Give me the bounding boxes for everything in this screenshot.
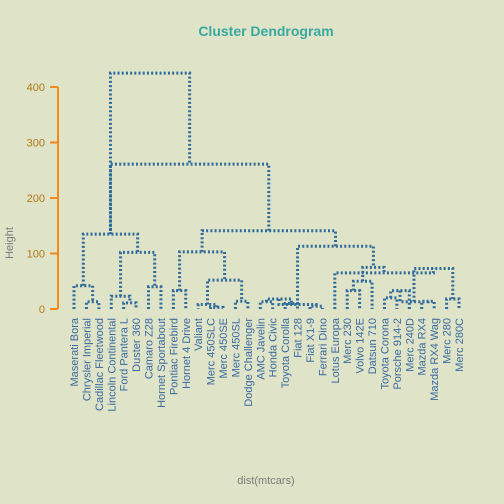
x-axis-label: dist(mtcars) [237,475,294,487]
leaf-label: AMC Javelin [255,318,267,380]
leaf-label: Mazda RX4 Wag [429,318,441,401]
leaf-label: Ford Pantera L [119,318,131,391]
leaf-label: Mazda RX4 [417,318,429,375]
y-tick-label: 300 [27,138,45,150]
dendrogram-branch [277,299,318,307]
dendrogram-branch [308,304,324,309]
y-axis-label: Height [4,227,16,259]
leaf-label: Merc 450SL [230,318,242,377]
dendrogram-branch [81,232,140,286]
leaf-label: Volvo 142E [355,318,367,374]
dendrogram-branch [296,244,375,305]
leaf-label: Ferrari Dino [317,318,329,376]
y-tick-label: 100 [27,249,45,261]
dendrogram-branch [382,296,399,309]
leaf-label: Honda Civic [268,318,280,378]
dendrogram-branch [233,299,250,309]
leaf-label: Maserati Bora [69,317,81,386]
leaf-label: Fiat X1-9 [305,318,317,363]
leaf-label: Dodge Challenger [243,318,255,407]
dendrogram-branch [209,305,225,309]
dendrogram-branch [147,285,163,309]
leaf-label: Merc 450SLC [206,318,218,385]
leaf-label: Lincoln Continental [106,318,118,412]
leaf-label: Hornet 4 Drive [181,318,193,389]
dendrogram-branch [119,250,157,297]
leaf-label: Lotus Europa [330,317,342,383]
chart-title: Cluster Dendrogram [198,23,333,39]
dendrogram-branch [389,289,411,309]
leaf-label: Cadillac Fleetwood [94,318,106,411]
dendrogram-branch [351,279,374,309]
y-tick-label: 400 [27,82,45,94]
leaf-label: Fiat 128 [293,318,305,358]
dendrogram-branch [196,303,219,309]
leaf-labels: Maserati Bora Chrysler Imperial Cadillac F… [69,317,466,411]
leaf-label: Merc 450SE [218,318,230,379]
leaf-label: Merc 240D [404,318,416,372]
dendrogram-branch [345,289,362,309]
dendrogram-branch [361,265,386,282]
dendrogram-branch [122,301,138,309]
dendrogram-branch [398,290,430,304]
y-tick-label: 200 [27,193,45,205]
y-axis: 0 100 200 300 400 [27,82,59,316]
leaf-label: Datsun 710 [367,318,379,374]
dendrogram-branch [84,300,101,309]
leaf-label: Porsche 914-2 [392,318,404,390]
leaf-label: Pontiac Firebird [168,318,180,395]
dendrogram-branch [333,268,435,309]
dendrogram-branch [72,284,95,309]
leaf-label: Duster 360 [131,318,143,372]
y-tick-label: 0 [39,304,45,316]
leaf-label: Valiant [193,318,205,351]
leaf-label: Hornet Sportabout [156,318,168,408]
dendrogram-branch [200,229,337,252]
leaf-label: Merc 280C [454,318,466,372]
dendrogram-branch [178,250,227,291]
leaf-label: Merc 230 [342,318,354,364]
leaf-label: Chrysler Imperial [81,318,93,401]
dendrogram-branch [265,297,293,304]
leaf-label: Toyota Corolla [280,317,292,388]
dendrogram-branches [72,71,461,309]
dendrogram-branch [108,162,271,235]
dendrogram-branch [108,71,192,235]
dendrogram-branch [206,278,244,305]
leaf-label: Toyota Corona [379,317,391,389]
dendrogram-branch [258,300,275,309]
dendrogram-branch [445,297,461,309]
leaf-label: Merc 280 [442,318,454,364]
dendrogram-branch [171,289,188,309]
leaf-label: Camaro Z28 [144,318,156,379]
